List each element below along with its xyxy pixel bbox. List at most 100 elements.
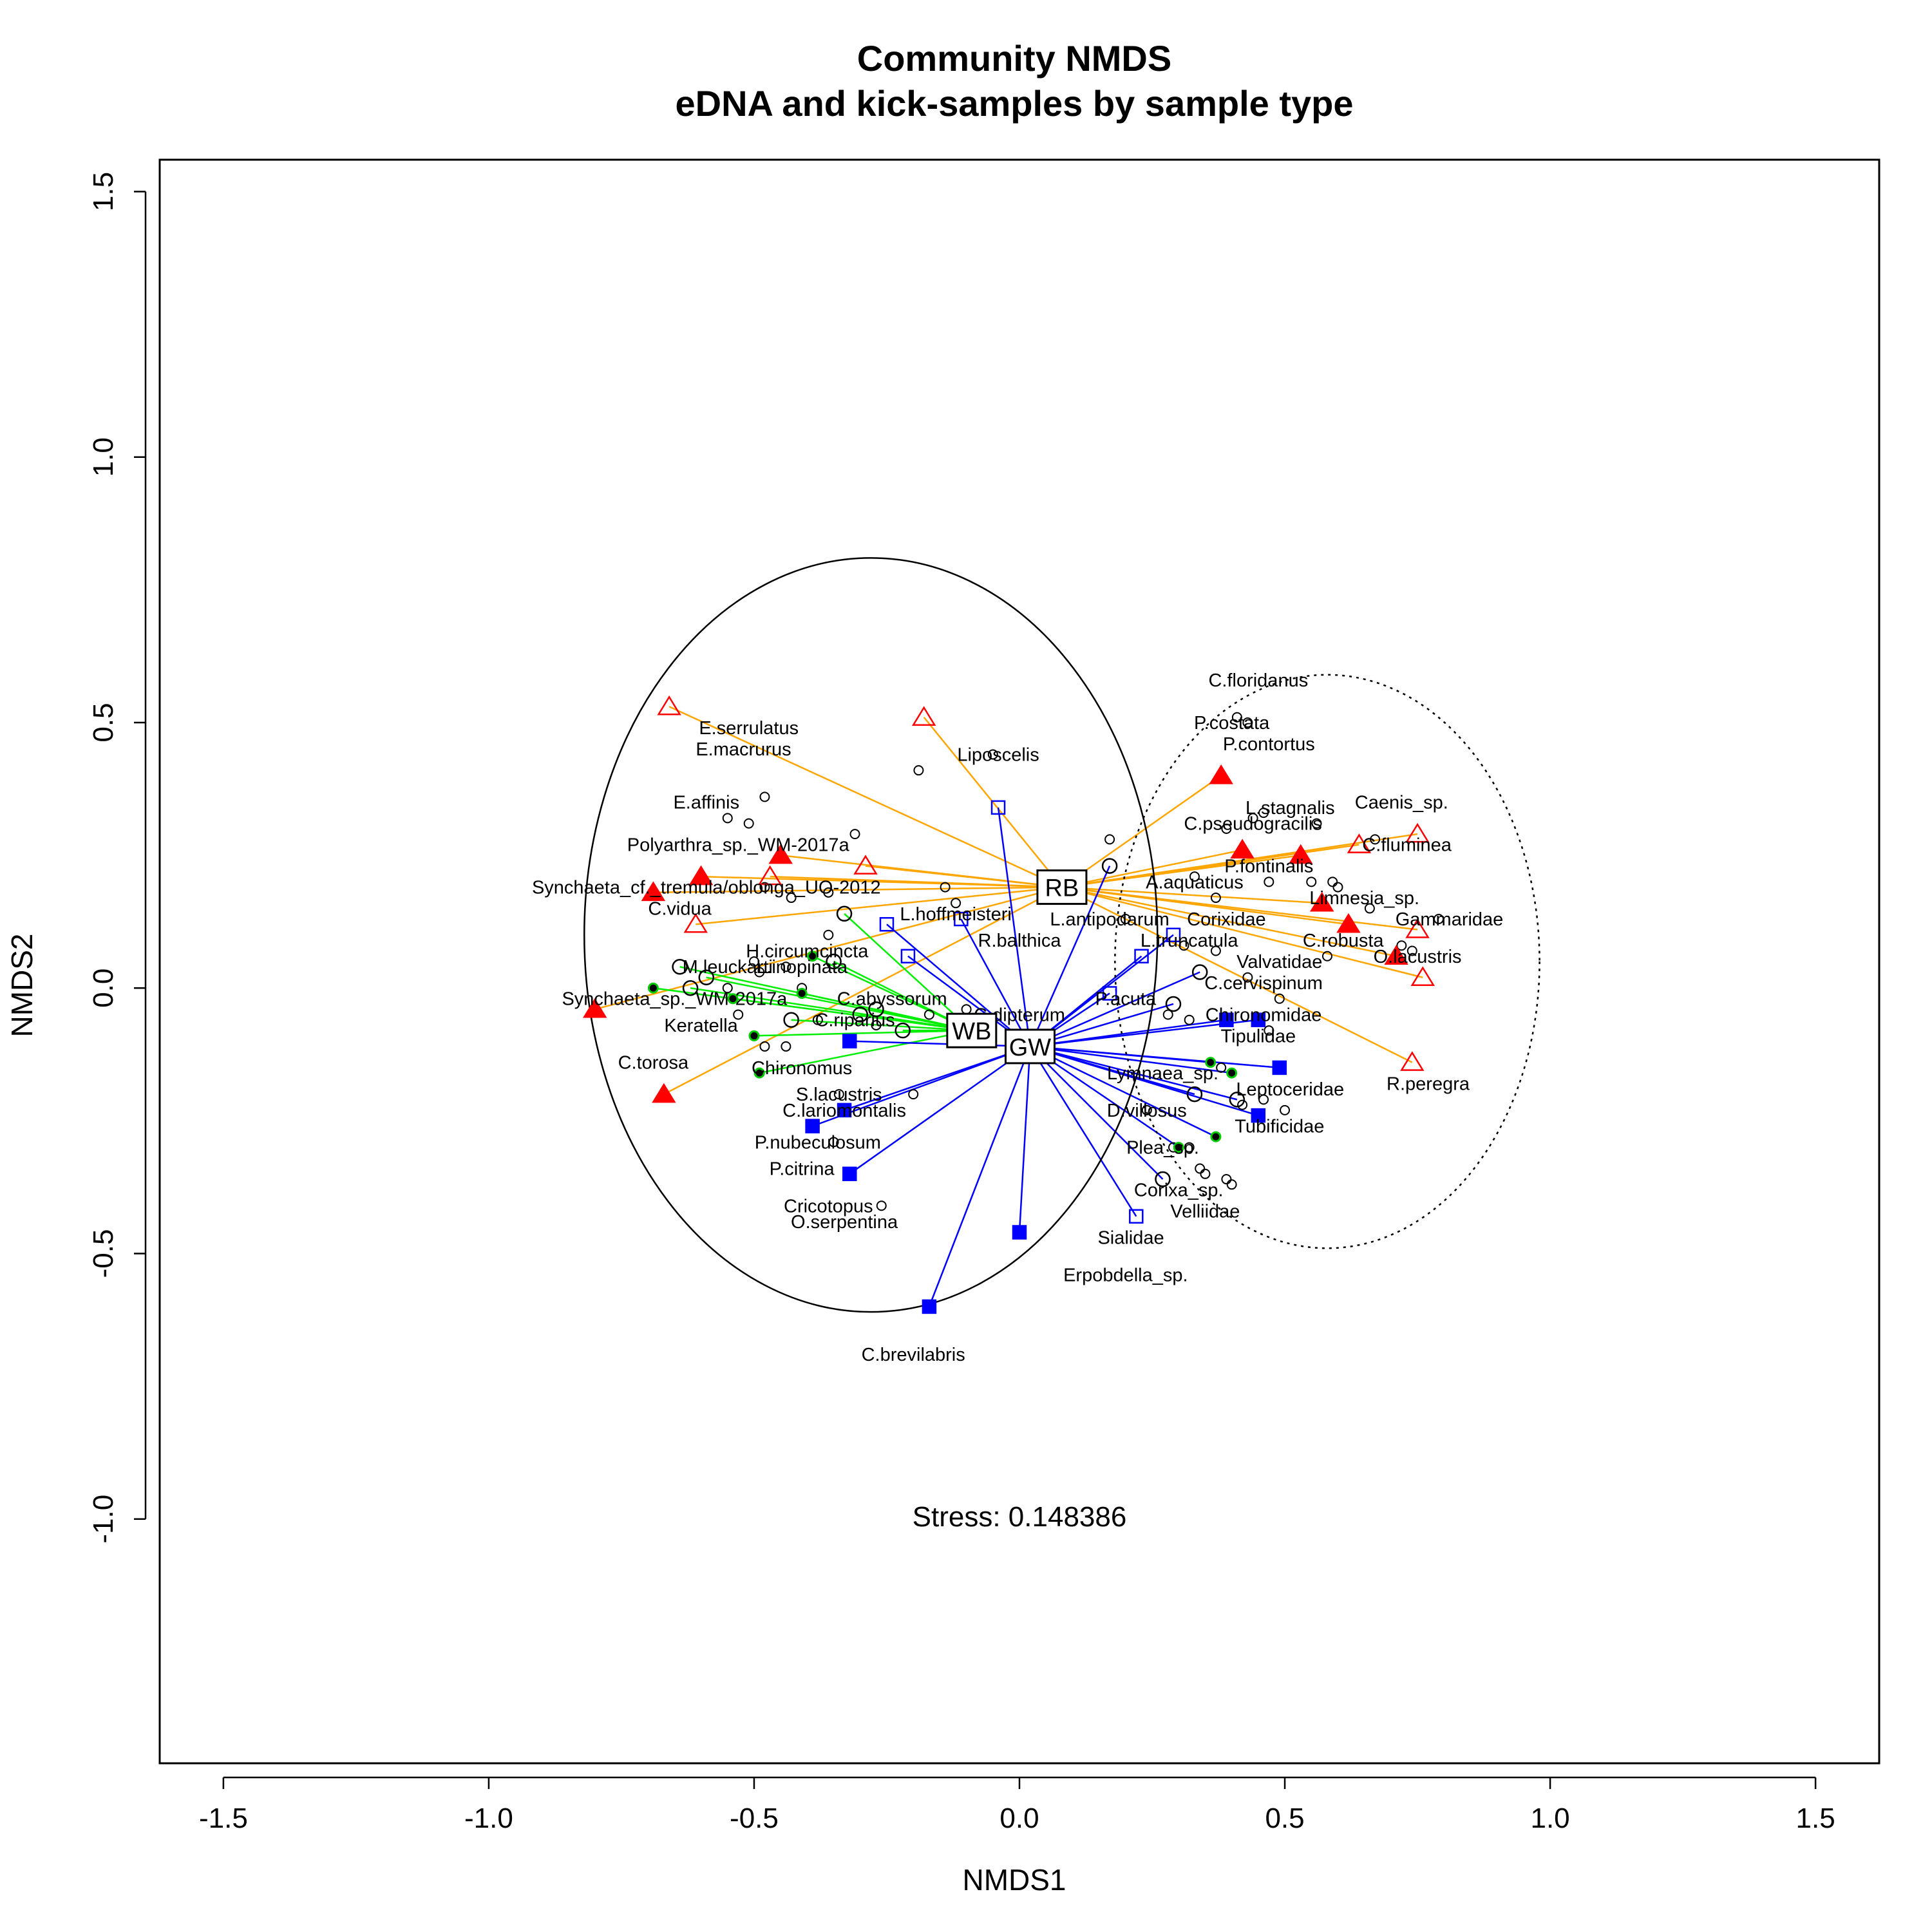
site-circle bbox=[753, 1067, 765, 1079]
site-square bbox=[954, 911, 969, 927]
species-point bbox=[1396, 940, 1407, 951]
species-label: P.acuta bbox=[1095, 989, 1157, 1010]
species-label: E.affinis bbox=[673, 793, 739, 813]
species-label: Leptoceridae bbox=[1236, 1079, 1344, 1100]
link-line bbox=[960, 918, 1031, 1047]
species-label: Corixidae bbox=[1187, 909, 1266, 930]
species-point bbox=[1406, 945, 1417, 956]
site-circle bbox=[807, 951, 819, 962]
link-line bbox=[706, 976, 972, 1032]
species-point bbox=[722, 983, 733, 994]
link-line bbox=[849, 1045, 1031, 1175]
site-square bbox=[805, 1119, 820, 1133]
species-point bbox=[1327, 876, 1338, 887]
species-point bbox=[786, 893, 797, 904]
link-line bbox=[668, 706, 1063, 888]
species-point bbox=[940, 882, 951, 893]
species-label: Erpobdella_sp. bbox=[1063, 1265, 1188, 1285]
species-point bbox=[1162, 1009, 1173, 1020]
species-label: Caenis_sp. bbox=[1355, 793, 1448, 813]
link-line bbox=[594, 886, 1063, 1010]
link-line bbox=[886, 923, 1031, 1047]
species-label: P.citrina bbox=[770, 1159, 835, 1180]
site-circle bbox=[895, 1022, 911, 1039]
species-point bbox=[759, 882, 770, 893]
species-point bbox=[987, 749, 998, 760]
link-line bbox=[1061, 886, 1423, 978]
link-line bbox=[653, 886, 1062, 894]
species-label: C.fluminea bbox=[1362, 835, 1452, 856]
species-point bbox=[722, 813, 733, 824]
site-square bbox=[1012, 1225, 1027, 1240]
x-tick-label: 1.5 bbox=[1796, 1803, 1835, 1834]
site-circle bbox=[1173, 1142, 1184, 1153]
species-point bbox=[951, 898, 961, 909]
species-label: C.pseudogracilis bbox=[1184, 814, 1321, 835]
species-label: L.hoffmeisteri bbox=[900, 904, 1012, 925]
link-line bbox=[1029, 1046, 1164, 1180]
species-point bbox=[1242, 972, 1253, 983]
site-circle bbox=[1155, 1171, 1171, 1188]
site-circle bbox=[1210, 1131, 1222, 1142]
species-point bbox=[748, 956, 759, 967]
link-line bbox=[1030, 1045, 1238, 1101]
species-label: Liposcelis bbox=[957, 744, 1039, 765]
species-point bbox=[1210, 945, 1221, 956]
site-triangle bbox=[1336, 913, 1361, 933]
site-circle bbox=[826, 953, 842, 970]
centroid-box-gw bbox=[1004, 1028, 1056, 1065]
site-triangle bbox=[688, 865, 714, 886]
site-circle bbox=[1229, 1092, 1245, 1108]
species-point bbox=[1258, 1094, 1269, 1105]
site-circle bbox=[796, 987, 808, 999]
link-line bbox=[865, 865, 1063, 888]
chart-title: Community NMDS bbox=[857, 38, 1171, 79]
site-circle bbox=[1101, 858, 1118, 874]
site-triangle bbox=[853, 855, 878, 875]
species-point bbox=[1195, 1163, 1206, 1174]
species-label: Valvatidae bbox=[1236, 952, 1322, 972]
link-line bbox=[1030, 1045, 1211, 1063]
species-label: L.antipodarum bbox=[1050, 909, 1169, 930]
species-label: C.abyssorum bbox=[837, 989, 947, 1010]
species-points bbox=[722, 712, 1444, 1211]
species-label: P.contortus bbox=[1223, 734, 1315, 755]
link-line bbox=[1061, 886, 1397, 957]
site-square bbox=[1251, 1108, 1266, 1123]
species-point bbox=[908, 1089, 919, 1100]
y-tick-label: 1.5 bbox=[88, 172, 119, 211]
species-point bbox=[1216, 1062, 1227, 1073]
species-point bbox=[828, 1137, 839, 1148]
link-line bbox=[1030, 1045, 1195, 1095]
ellipse-gw bbox=[1114, 674, 1540, 1249]
species-label: Chironomus bbox=[752, 1058, 852, 1079]
species-label: Polyarthra_sp._WM-2017a bbox=[627, 835, 850, 856]
species-label: L.stagnalis bbox=[1245, 798, 1335, 819]
x-tick-label: 0.5 bbox=[1265, 1803, 1304, 1834]
site-circle bbox=[1186, 1086, 1203, 1103]
centroid-label-gw: GW bbox=[1009, 1034, 1052, 1061]
species-point bbox=[1184, 1142, 1195, 1153]
species-point bbox=[823, 929, 834, 940]
ellipse-wb bbox=[583, 557, 1159, 1313]
species-point bbox=[1221, 823, 1232, 834]
site-triangle bbox=[583, 998, 607, 1018]
link-line bbox=[759, 1029, 972, 1074]
site-circle bbox=[852, 1007, 869, 1023]
species-label: C.vidua bbox=[648, 899, 712, 920]
species-label: C.brevilabris bbox=[862, 1345, 965, 1365]
species-label: H.circumcincta bbox=[746, 942, 869, 962]
species-label: Keratella bbox=[664, 1016, 738, 1036]
site-points bbox=[583, 695, 1435, 1314]
site-circle bbox=[836, 905, 853, 922]
link-line bbox=[923, 716, 1063, 888]
x-tick-label: 1.0 bbox=[1530, 1803, 1569, 1834]
site-triangle bbox=[683, 913, 708, 933]
site-circle bbox=[748, 1030, 760, 1041]
site-triangle bbox=[1400, 1051, 1425, 1071]
site-circle bbox=[783, 1012, 799, 1028]
species-label: R.balthica bbox=[978, 931, 1062, 951]
species-point bbox=[1210, 893, 1221, 904]
site-square bbox=[1219, 1012, 1234, 1027]
link-line bbox=[753, 1029, 972, 1037]
